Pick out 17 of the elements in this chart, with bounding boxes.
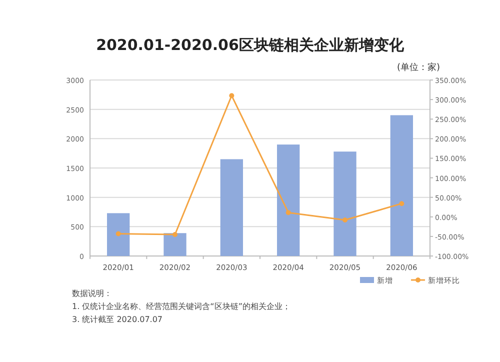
point <box>116 231 121 236</box>
bar <box>220 159 243 256</box>
text: 1. 仅统计企业名称、经营范围关键词含“区块链”的相关企业； <box>72 302 290 311</box>
bar <box>164 233 186 256</box>
bar <box>334 152 356 256</box>
point <box>399 201 404 206</box>
bar <box>107 213 130 256</box>
point <box>286 210 291 216</box>
chart-subtitle: (单位：家) <box>396 62 440 73</box>
bar <box>277 144 300 256</box>
bar <box>390 115 413 256</box>
text: 3. 统计截至 2020.07.07 <box>72 315 163 324</box>
point <box>229 93 234 98</box>
text: 数据说明： <box>72 289 112 298</box>
point <box>342 218 348 223</box>
point <box>172 232 178 237</box>
chart-title: 2020.01-2020.06区块链相关企业新增变化 <box>96 36 405 54</box>
